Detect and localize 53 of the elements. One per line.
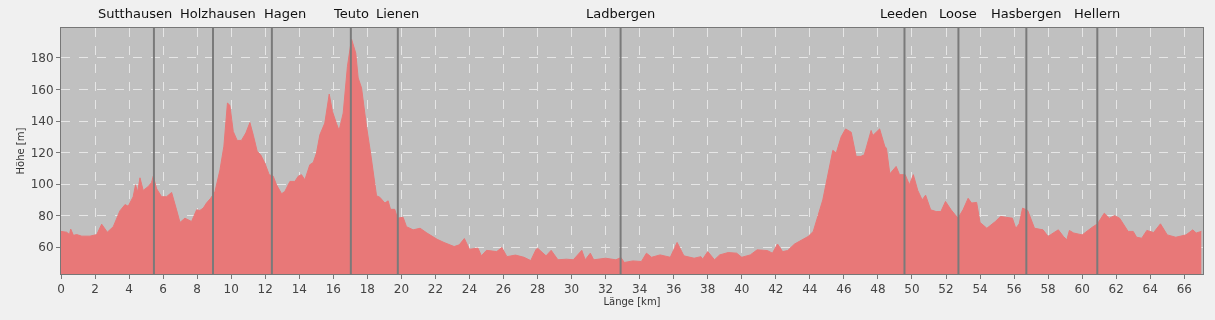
ref-line-label: Teuto	[333, 6, 370, 21]
x-tick-label: 56	[1006, 282, 1022, 297]
x-tick-label: 22	[427, 282, 444, 297]
x-tick-label: 0	[57, 282, 65, 297]
x-tick-label: 40	[734, 282, 750, 297]
x-tick-label: 12	[257, 282, 273, 297]
y-tick-label: 140	[30, 114, 54, 129]
x-tick-label: 58	[1040, 282, 1056, 297]
x-tick-label: 8	[193, 282, 201, 297]
ref-line-label: Sutthausen	[98, 6, 173, 21]
x-tick-label: 42	[768, 282, 784, 297]
x-tick-label: 36	[666, 282, 682, 297]
ref-line-label: Lienen	[376, 6, 420, 21]
x-tick-label: 48	[870, 282, 886, 297]
x-tick-label: 54	[972, 282, 988, 297]
x-tick-label: 50	[904, 282, 920, 297]
x-tick-label: 14	[291, 282, 307, 297]
x-tick-label: 4	[125, 282, 133, 297]
x-tick-label: 66	[1176, 282, 1192, 297]
x-tick-label: 62	[1108, 282, 1124, 297]
x-tick-label: 34	[632, 282, 648, 297]
x-tick-label: 38	[700, 282, 716, 297]
y-tick-label: 160	[30, 82, 54, 97]
x-axis-title: Länge [km]	[603, 296, 661, 308]
x-tick-label: 20	[393, 282, 410, 297]
ref-line-label: Hasbergen	[991, 6, 1062, 21]
x-tick-label: 60	[1074, 282, 1090, 297]
y-tick-label: 100	[30, 177, 54, 192]
ref-line-label: Hagen	[264, 6, 307, 21]
y-axis-title: Höhe [m]	[14, 127, 26, 175]
y-tick-label: 120	[30, 145, 54, 160]
x-tick-label: 24	[461, 282, 478, 297]
ref-line-label: Holzhausen	[180, 6, 256, 21]
y-tick-label: 60	[38, 240, 54, 255]
ref-line-label: Ladbergen	[586, 6, 656, 21]
ref-line-label: Loose	[939, 6, 977, 21]
x-tick-label: 10	[223, 282, 239, 297]
y-tick-label: 80	[38, 208, 54, 223]
x-tick-label: 26	[495, 282, 512, 297]
ref-line-label: Hellern	[1074, 6, 1121, 21]
ref-line-label: Leeden	[880, 6, 928, 21]
x-tick-label: 18	[359, 282, 375, 297]
x-tick-label: 44	[802, 282, 818, 297]
x-tick-label: 28	[529, 282, 546, 297]
x-tick-label: 64	[1142, 282, 1158, 297]
x-tick-label: 46	[836, 282, 852, 297]
y-tick-label: 180	[30, 51, 54, 66]
x-tick-label: 16	[325, 282, 341, 297]
x-tick-label: 2	[91, 282, 99, 297]
x-tick-label: 32	[597, 282, 614, 297]
x-tick-label: 52	[938, 282, 954, 297]
x-tick-label: 30	[563, 282, 580, 297]
x-tick-label: 6	[159, 282, 167, 297]
